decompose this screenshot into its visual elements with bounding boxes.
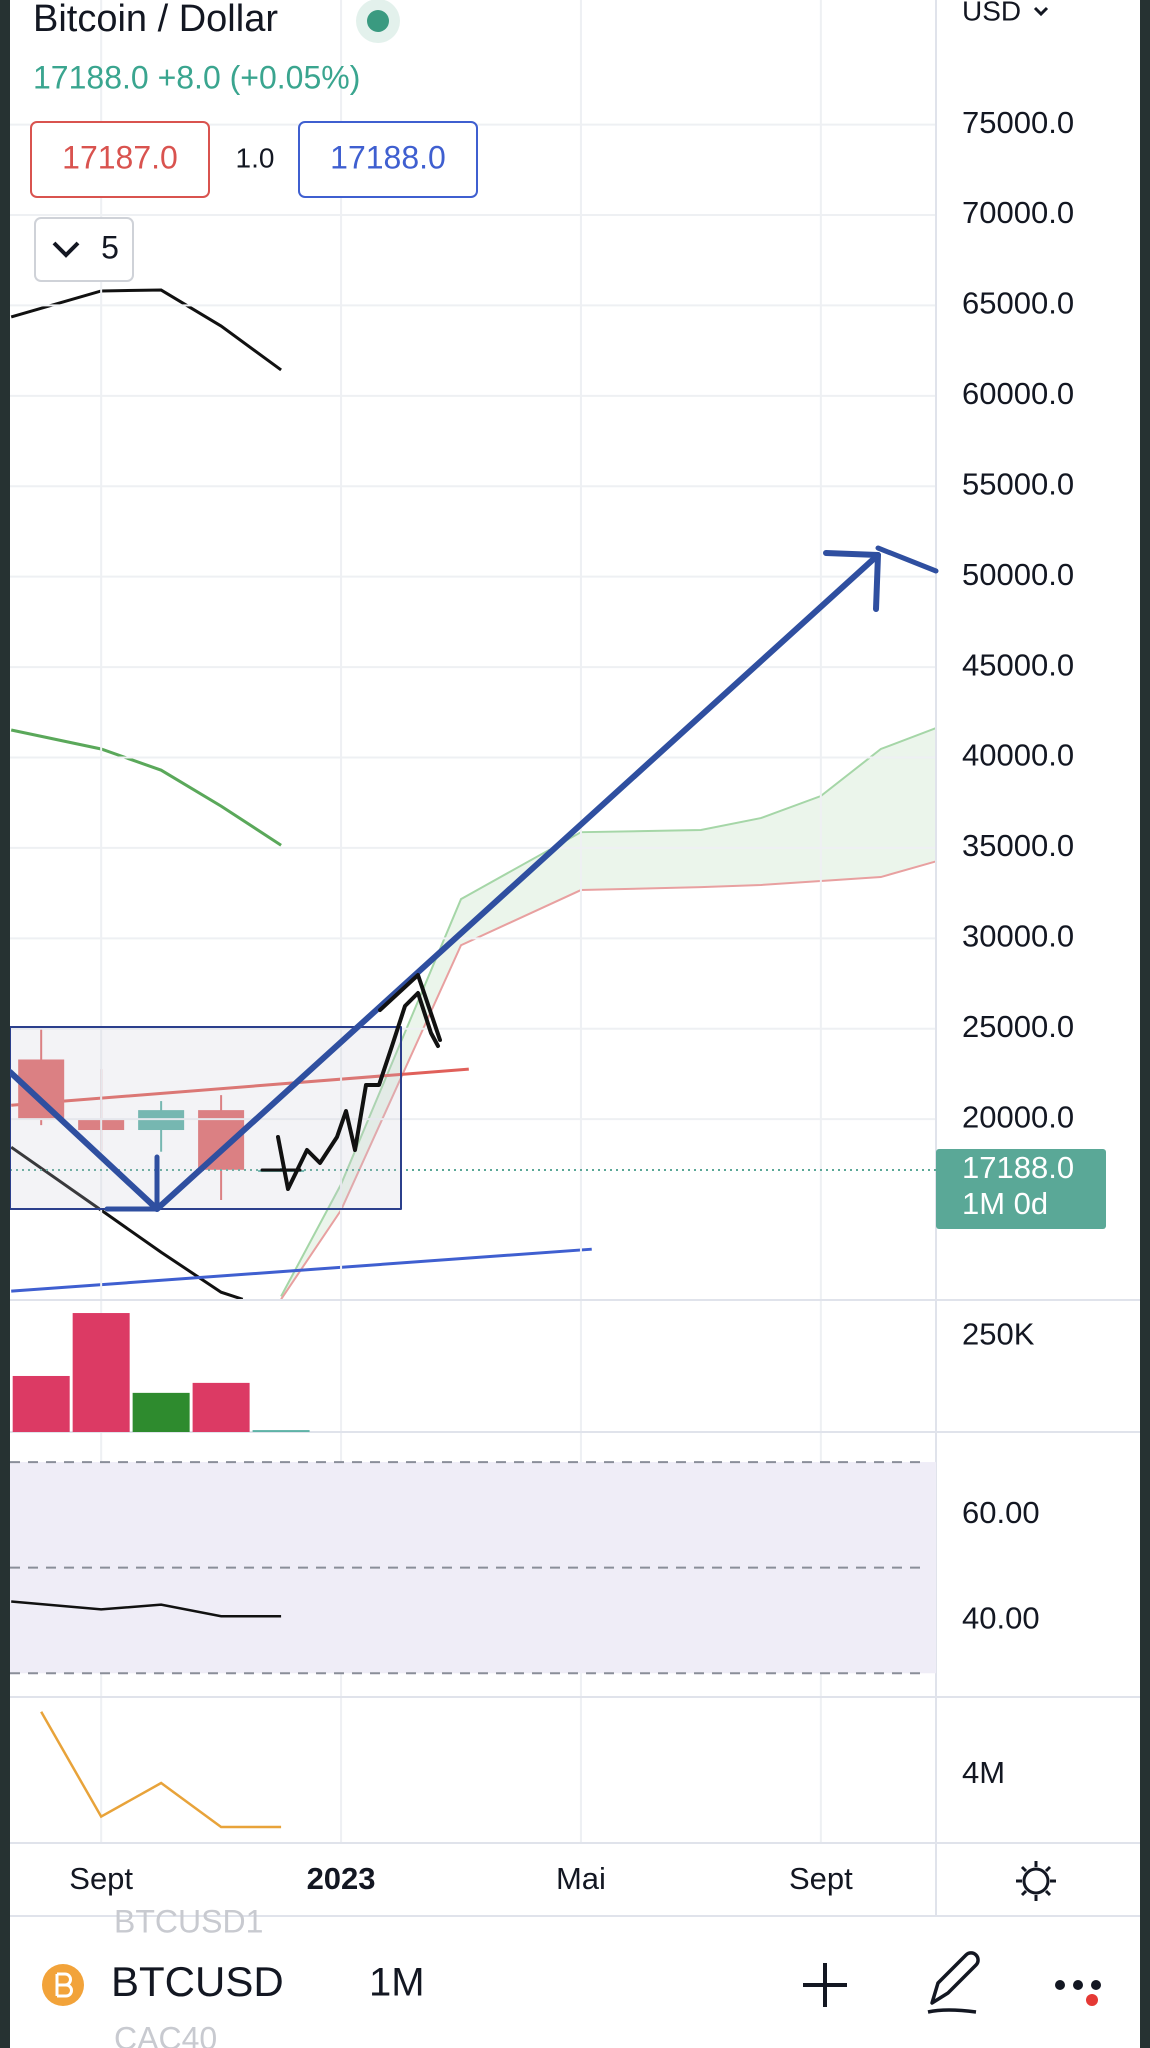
y-tick-label: 20000.0 (962, 1099, 1074, 1134)
scribble-arrow (378, 973, 442, 1042)
left-edge (0, 0, 10, 2048)
volume-bar (12, 1375, 70, 1432)
scribble (276, 991, 440, 1191)
y-tick-label: 30000.0 (962, 919, 1074, 954)
y-tick-label: 60.00 (962, 1495, 1040, 1530)
status-dot (367, 10, 389, 32)
y-tick-label: 70000.0 (962, 195, 1074, 230)
symbol[interactable]: BTCUSD (111, 1958, 284, 2005)
x-tick-label: Sept (69, 1861, 133, 1896)
spread: 1.0 (236, 142, 275, 173)
bid-box[interactable] (30, 121, 210, 198)
plot-layer: Sept 2023 Mai Sept 20000.0 25000.0 30000.0 3500… (10, 0, 1140, 1916)
y-tick-label: 40000.0 (962, 738, 1074, 773)
x-tick-label: 2023 (307, 1861, 376, 1896)
ask-box[interactable] (298, 121, 478, 198)
range-box (9, 1026, 402, 1210)
ghost-symbol: BTCUSD1 (114, 1903, 263, 1939)
quote: 17188.0 +8.0 (+0.05%) (33, 59, 360, 95)
indicator-line (10, 288, 282, 372)
volume-bar (192, 1382, 250, 1432)
bid-price: 17187.0 (62, 139, 178, 175)
draw-button[interactable] (927, 1951, 980, 2014)
indicators-toggle[interactable] (34, 217, 134, 282)
currency-chevron (1033, 6, 1049, 17)
y-tick-label: 60000.0 (962, 376, 1074, 411)
band-fill (10, 1462, 936, 1674)
y-tick-label: 250K (962, 1316, 1035, 1351)
arrow-stroke (875, 545, 939, 574)
ghost-symbol: CAC40 (114, 2020, 217, 2048)
indicator-line (11, 1247, 592, 1293)
last-price-label: 17188.0 (962, 1150, 1074, 1185)
x-tick-label: Mai (556, 1861, 606, 1896)
countdown: 1M 0d (962, 1186, 1048, 1221)
indicator-line (11, 1600, 282, 1618)
y-tick-label: 4M (962, 1755, 1005, 1790)
indicator-line (40, 1711, 282, 1829)
currency-bg (940, 0, 1100, 34)
x-tick-label: Sept (789, 1861, 853, 1896)
volume-bar (132, 1392, 190, 1432)
bottom-mark (104, 1154, 160, 1212)
currency[interactable]: USD (962, 0, 1021, 26)
symbol-title: Bitcoin / Dollar (33, 0, 278, 40)
add-button[interactable] (803, 1963, 847, 2007)
last-price-tag (936, 1149, 1106, 1230)
annotations (7, 545, 939, 1212)
coin-glyph (55, 1972, 73, 1998)
y-tick-label: 55000.0 (962, 466, 1074, 501)
y-tick-label: 65000.0 (962, 286, 1074, 321)
ask-price: 17188.0 (330, 139, 446, 175)
background (10, 0, 1140, 2048)
y-tick-label: 50000.0 (962, 557, 1074, 592)
y-tick-label: 40.00 (962, 1601, 1040, 1636)
interval[interactable]: 1M (369, 1961, 425, 2005)
settings-icon[interactable] (1016, 1861, 1056, 1901)
y-tick-label: 25000.0 (962, 1009, 1074, 1044)
cloud-lower (280, 860, 936, 1300)
cloud-fill (281, 728, 936, 1300)
right-edge (1140, 0, 1150, 2048)
volume-bar (252, 1430, 310, 1432)
indicator-line (11, 1067, 469, 1107)
y-tick-label: 75000.0 (962, 105, 1074, 140)
chevron (52, 241, 80, 258)
arrow-head (823, 550, 881, 612)
cloud-upper (280, 726, 936, 1297)
indicator-line (10, 1145, 244, 1300)
y-tick-label: 45000.0 (962, 647, 1074, 682)
y-tick-label: 35000.0 (962, 828, 1074, 863)
indicator-line (10, 728, 282, 847)
volume-bar (72, 1313, 130, 1432)
more-button[interactable] (1055, 1980, 1101, 2006)
indicators-count: 5 (101, 229, 119, 265)
